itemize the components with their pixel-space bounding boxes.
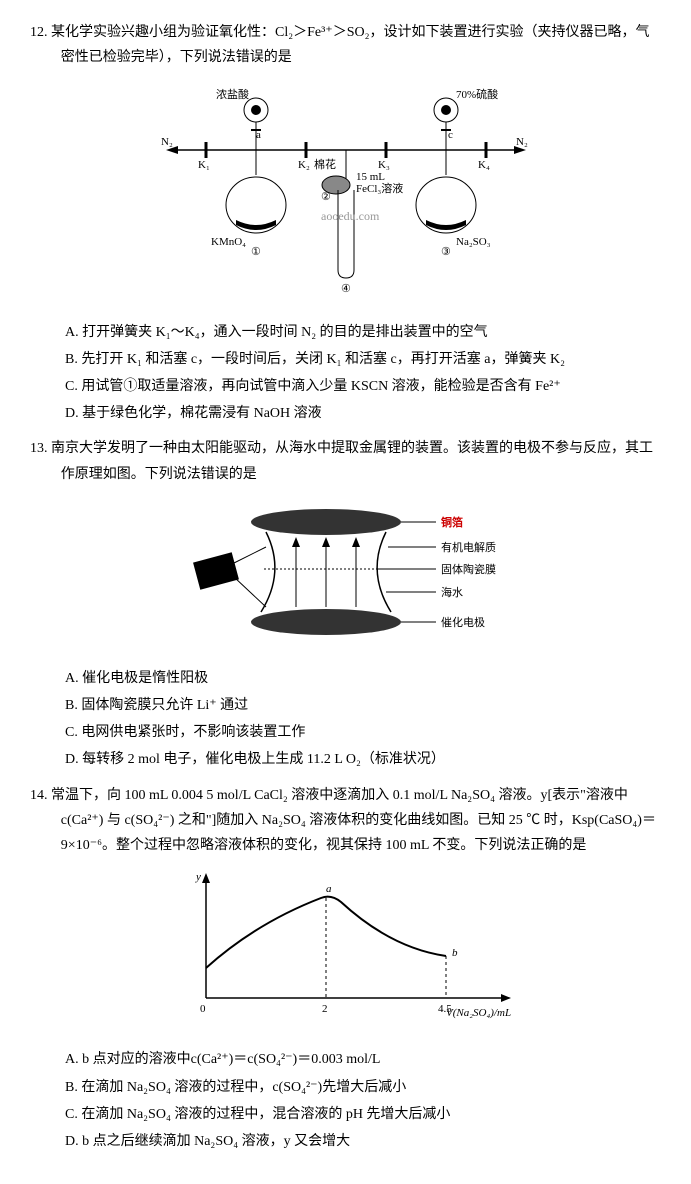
funnel-h2so4: c 70%硫酸: [434, 87, 498, 150]
svg-text:K₁: K₁: [198, 159, 210, 171]
flask-kmno4: KMnO₄ ①: [211, 150, 286, 258]
q14-stem: 14. 常温下，向 100 mL 0.004 5 mol/L CaCl₂ 溶液中…: [30, 783, 661, 859]
q14-option-c: C. 在滴加 Na₂SO₄ 溶液的过程中，混合溶液的 pH 先增大后减小: [30, 1102, 661, 1127]
q12-number: 12.: [30, 25, 48, 40]
n2-right-label: N₂: [516, 136, 528, 148]
svg-text:70%硫酸: 70%硫酸: [456, 87, 498, 101]
svg-text:c: c: [448, 129, 453, 141]
point-a-label: a: [326, 883, 332, 895]
y-axis-label: y: [195, 871, 201, 883]
q12-option-c: C. 用试管①取适量溶液，再向试管中滴入少量 KSCN 溶液，能检验是否含有 F…: [30, 374, 661, 399]
svg-text:KMnO₄: KMnO₄: [211, 236, 246, 248]
question-14: 14. 常温下，向 100 mL 0.004 5 mol/L CaCl₂ 溶液中…: [30, 783, 661, 1155]
svg-text:③: ③: [441, 246, 451, 258]
q12-stem: 12. 某化学实验兴趣小组为验证氧化性：Cl₂＞Fe³⁺＞SO₂，设计如下装置进…: [30, 20, 661, 70]
svg-text:Na₂SO₃: Na₂SO₃: [456, 236, 491, 248]
q12-option-d: D. 基于绿色化学，棉花需浸有 NaOH 溶液: [30, 401, 661, 426]
svg-text:FeCl₃溶液: FeCl₃溶液: [356, 181, 403, 195]
funnel-hcl: a 浓盐酸: [216, 87, 268, 150]
valve-k1: K₁: [198, 142, 210, 171]
valve-k4: K₄: [478, 142, 490, 171]
q13-option-c: C. 电网供电紧张时，不影响该装置工作: [30, 720, 661, 745]
watermark: aooedu.com: [321, 209, 380, 223]
xtick-0: 0: [200, 1003, 206, 1015]
q13-number: 13.: [30, 441, 48, 456]
q12-stem-text: 某化学实验兴趣小组为验证氧化性：Cl₂＞Fe³⁺＞SO₂，设计如下装置进行实验（…: [51, 25, 649, 65]
q14-number: 14.: [30, 788, 48, 803]
valve-k2: K₂: [298, 142, 310, 171]
x-axis-label: V(Na₂SO₄)/mL: [446, 1007, 511, 1019]
q13-stem-text: 南京大学发明了一种由太阳能驱动，从海水中提取金属锂的装置。该装置的电极不参与反应…: [51, 441, 653, 481]
catalytic-label: 催化电极: [441, 615, 485, 629]
point-b-label: b: [452, 947, 458, 959]
svg-text:K₂: K₂: [298, 159, 310, 171]
n2-left-label: N₂: [161, 136, 173, 148]
q14-stem-text: 常温下，向 100 mL 0.004 5 mol/L CaCl₂ 溶液中逐滴加入…: [51, 788, 656, 853]
xtick-4.5: 4.5: [438, 1003, 452, 1015]
q13-option-d: D. 每转移 2 mol 电子，催化电极上生成 11.2 L O₂（标准状况）: [30, 747, 661, 772]
svg-text:K₃: K₃: [378, 159, 390, 171]
q14-option-d: D. b 点之后继续滴加 Na₂SO₄ 溶液，y 又会增大: [30, 1129, 661, 1154]
svg-text:15 mL: 15 mL: [356, 171, 385, 183]
q13-option-a: A. 催化电极是惰性阳极: [30, 666, 661, 691]
q13-stem: 13. 南京大学发明了一种由太阳能驱动，从海水中提取金属锂的装置。该装置的电极不…: [30, 436, 661, 486]
question-12: 12. 某化学实验兴趣小组为验证氧化性：Cl₂＞Fe³⁺＞SO₂，设计如下装置进…: [30, 20, 661, 426]
svg-text:棉花: 棉花: [314, 157, 336, 171]
cu-foil-label: 铜箔: [440, 515, 463, 529]
solar-panel-icon: [193, 547, 266, 607]
valve-k3: K₃: [378, 142, 390, 171]
seawater-label: 海水: [441, 585, 463, 599]
q12-option-b: B. 先打开 K₁ 和活塞 c，一段时间后，关闭 K₁ 和活塞 c，再打开活塞 …: [30, 347, 661, 372]
q14-option-a: A. b 点对应的溶液中c(Ca²⁺)＝c(SO₄²⁻)＝0.003 mol/L: [30, 1047, 661, 1072]
electrolyte-label: 有机电解质: [441, 540, 496, 554]
q14-chart: y V(Na₂SO₄)/mL 0 2 a 4.5 b: [30, 868, 661, 1037]
q12-apparatus-diagram: N₂ N₂ K₁ K₂ K₃ K₄ a 浓盐酸 c: [30, 80, 661, 309]
ceramic-label: 固体陶瓷膜: [441, 562, 496, 576]
q13-option-b: B. 固体陶瓷膜只允许 Li⁺ 通过: [30, 693, 661, 718]
svg-text:①: ①: [251, 246, 261, 258]
q13-device-diagram: 铜箔 有机电解质 固体陶瓷膜 海水 催化电极: [30, 497, 661, 656]
svg-text:浓盐酸: 浓盐酸: [216, 87, 249, 101]
svg-text:a: a: [256, 129, 261, 141]
q14-option-b: B. 在滴加 Na₂SO₄ 溶液的过程中，c(SO₄²⁻)先增大后减小: [30, 1075, 661, 1100]
svg-text:④: ④: [341, 283, 351, 295]
q12-option-a: A. 打开弹簧夹 K₁～K₄，通入一段时间 N₂ 的目的是排出装置中的空气: [30, 320, 661, 345]
svg-text:②: ②: [321, 191, 331, 203]
question-13: 13. 南京大学发明了一种由太阳能驱动，从海水中提取金属锂的装置。该装置的电极不…: [30, 436, 661, 772]
svg-text:K₄: K₄: [478, 159, 490, 171]
xtick-2: 2: [322, 1003, 328, 1015]
